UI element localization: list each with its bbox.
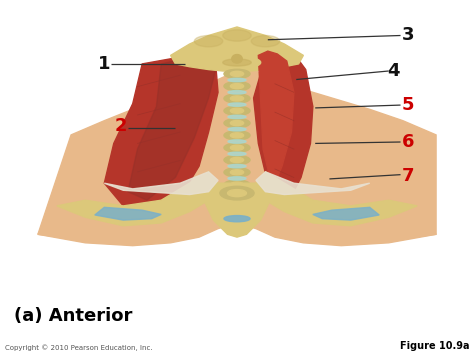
Ellipse shape — [230, 170, 244, 175]
Text: 6: 6 — [401, 133, 414, 151]
Ellipse shape — [224, 82, 250, 91]
Ellipse shape — [232, 55, 242, 63]
Ellipse shape — [228, 115, 246, 119]
Polygon shape — [128, 55, 216, 200]
Ellipse shape — [224, 215, 250, 222]
Polygon shape — [254, 53, 313, 203]
Polygon shape — [258, 51, 294, 189]
Text: 2: 2 — [115, 118, 127, 135]
Ellipse shape — [213, 56, 261, 69]
Ellipse shape — [224, 168, 250, 177]
Polygon shape — [313, 207, 379, 220]
Ellipse shape — [228, 127, 246, 131]
Text: Figure 10.9a: Figure 10.9a — [400, 342, 469, 351]
Text: 1: 1 — [98, 55, 110, 73]
Text: 4: 4 — [387, 62, 400, 80]
Ellipse shape — [220, 186, 254, 200]
Ellipse shape — [230, 96, 244, 101]
Ellipse shape — [228, 103, 246, 106]
Text: 3: 3 — [401, 27, 414, 44]
Polygon shape — [38, 67, 436, 246]
Ellipse shape — [230, 133, 244, 138]
Text: (a) Anterior: (a) Anterior — [14, 307, 133, 325]
Ellipse shape — [230, 145, 244, 150]
Ellipse shape — [224, 119, 250, 127]
Text: 5: 5 — [401, 96, 414, 114]
Ellipse shape — [224, 155, 250, 164]
Text: Copyright © 2010 Pearson Education, Inc.: Copyright © 2010 Pearson Education, Inc. — [5, 345, 152, 351]
Ellipse shape — [224, 131, 250, 140]
Ellipse shape — [230, 108, 244, 113]
Ellipse shape — [224, 106, 250, 115]
Polygon shape — [38, 160, 171, 243]
Ellipse shape — [230, 182, 244, 187]
Polygon shape — [95, 207, 161, 220]
Polygon shape — [171, 27, 303, 72]
Ellipse shape — [224, 180, 250, 189]
Ellipse shape — [228, 152, 246, 155]
Ellipse shape — [223, 59, 251, 66]
Ellipse shape — [224, 143, 250, 152]
Ellipse shape — [224, 69, 250, 78]
Polygon shape — [256, 172, 370, 195]
Ellipse shape — [230, 120, 244, 126]
Ellipse shape — [228, 190, 246, 197]
Ellipse shape — [228, 91, 246, 94]
Ellipse shape — [194, 36, 223, 47]
Polygon shape — [303, 160, 436, 243]
Polygon shape — [256, 172, 417, 226]
Ellipse shape — [228, 140, 246, 143]
Ellipse shape — [230, 83, 244, 89]
Ellipse shape — [230, 157, 244, 163]
Ellipse shape — [230, 71, 244, 76]
Ellipse shape — [251, 36, 280, 47]
Text: 7: 7 — [401, 167, 414, 185]
Ellipse shape — [228, 78, 246, 82]
Ellipse shape — [228, 164, 246, 168]
Polygon shape — [204, 183, 270, 237]
Polygon shape — [104, 55, 218, 212]
Polygon shape — [57, 172, 218, 226]
Ellipse shape — [224, 94, 250, 103]
Polygon shape — [104, 172, 218, 195]
Ellipse shape — [223, 30, 251, 41]
Ellipse shape — [228, 177, 246, 180]
